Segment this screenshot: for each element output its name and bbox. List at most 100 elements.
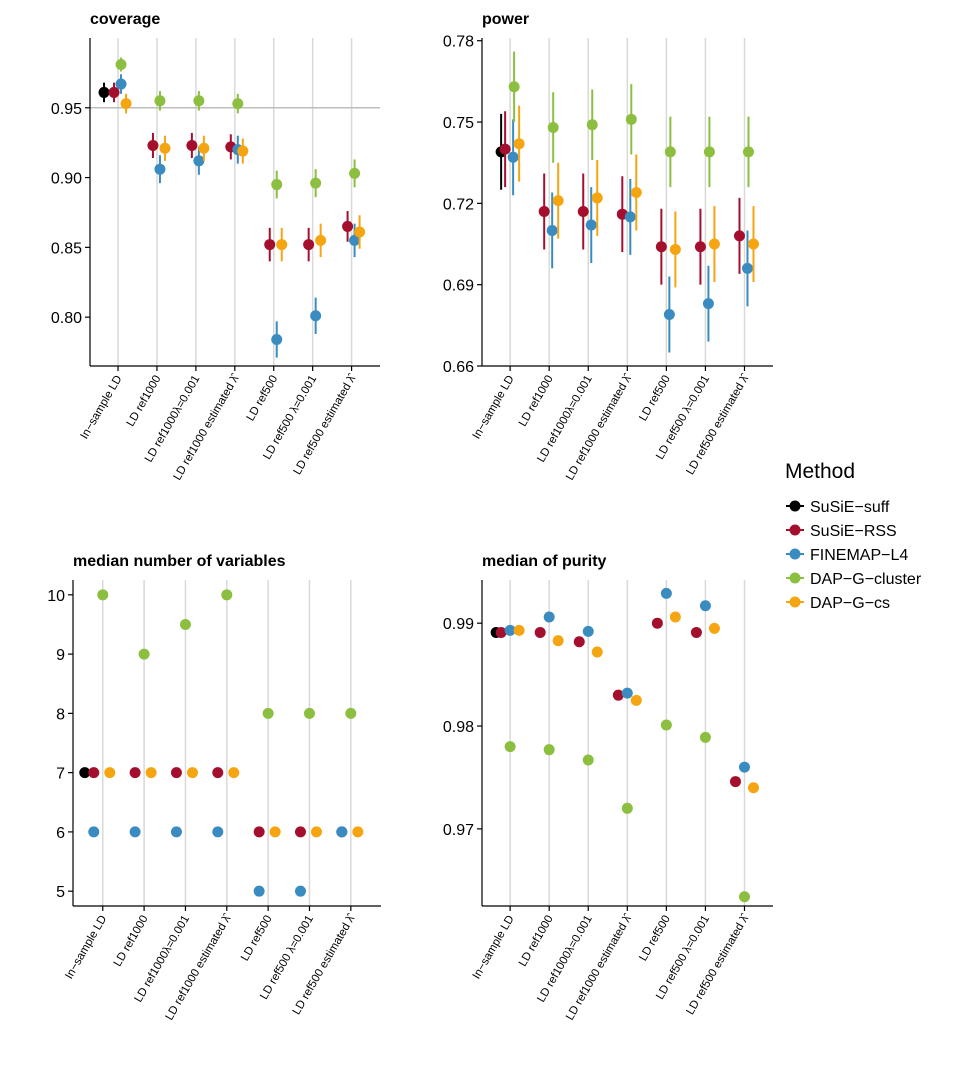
median-purity-x-tick-label: In−sample LD — [471, 914, 517, 982]
legend: Method SuSiE−suff SuSiE−RSS FINEMAP−L4 DAP−… — [785, 460, 922, 612]
median-purity-x-tick-label: LD ref1000 estimated λ̂ — [564, 912, 635, 1023]
coverage-point-dap-g-cluster — [271, 179, 283, 191]
median-purity-point-susie-rss — [690, 626, 702, 638]
median-purity-point-dap-g-cluster — [738, 891, 750, 903]
power-point-dap-g-cluster — [625, 113, 637, 125]
median-variables-x-tick-label: LD ref1000 — [112, 914, 151, 969]
median-purity-y-tick-label: 0.99 — [443, 616, 474, 633]
power-point-finemap-l4 — [702, 298, 714, 310]
median-purity-title: median of purity — [482, 553, 607, 570]
median-variables-point-susie-rss — [88, 767, 100, 779]
median-purity-y-tick-label: 0.98 — [443, 719, 474, 736]
coverage-point-dap-g-cs — [315, 234, 327, 246]
power-point-dap-g-cluster — [508, 81, 520, 93]
coverage-point-finemap-l4 — [310, 310, 322, 322]
median-variables-point-dap-g-cluster — [179, 618, 191, 630]
median-purity-point-dap-g-cs — [513, 624, 525, 636]
coverage-y-tick-label: 0.90 — [51, 171, 82, 188]
power-point-dap-g-cs — [591, 192, 603, 204]
legend-label: SuSiE−RSS — [810, 523, 897, 540]
median-variables-y-tick-label: 9 — [56, 647, 65, 664]
median-purity-point-dap-g-cs — [669, 611, 681, 623]
power-point-susie-rss — [733, 230, 745, 242]
legend-key-point — [789, 524, 801, 536]
coverage-title: coverage — [90, 11, 160, 28]
median-purity-point-susie-rss — [729, 776, 741, 788]
median-purity-point-susie-rss — [534, 626, 546, 638]
median-purity-point-dap-g-cluster — [582, 754, 594, 766]
median-variables-point-dap-g-cs — [104, 767, 116, 779]
median-purity-point-dap-g-cs — [747, 782, 759, 794]
median-variables-point-dap-g-cluster — [345, 707, 357, 719]
power-point-finemap-l4 — [741, 262, 753, 274]
coverage-point-dap-g-cluster — [193, 95, 205, 107]
median-variables-point-susie-rss — [253, 826, 265, 838]
median-purity-point-susie-rss — [495, 626, 507, 638]
median-variables-point-finemap-l4 — [253, 885, 265, 897]
power-x-tick-label: In−sample LD — [471, 374, 517, 442]
power-title: power — [482, 11, 529, 28]
coverage-point-finemap-l4 — [193, 155, 205, 167]
coverage-point-finemap-l4 — [271, 333, 283, 345]
coverage-y-tick-label: 0.85 — [51, 240, 82, 257]
median-purity-point-susie-rss — [612, 689, 624, 701]
median-variables-y-tick-label: 10 — [47, 588, 65, 605]
median-variables-point-susie-rss — [170, 767, 182, 779]
coverage-point-susie-suff — [98, 86, 110, 98]
median-variables-y-tick-label: 6 — [56, 825, 65, 842]
median-variables-y-tick-label: 8 — [56, 706, 65, 723]
coverage-point-dap-g-cluster — [232, 98, 244, 110]
power-point-finemap-l4 — [585, 219, 597, 231]
power-point-dap-g-cs — [630, 187, 642, 199]
legend-key-point — [789, 500, 801, 512]
median-purity-y-tick-label: 0.97 — [443, 822, 474, 839]
median-variables-point-susie-rss — [129, 767, 141, 779]
coverage-point-dap-g-cs — [120, 98, 132, 110]
median-purity-x-tick-label: LD ref500 — [637, 914, 673, 964]
median-variables-point-susie-rss — [294, 826, 306, 838]
coverage-y-tick-label: 0.80 — [51, 310, 82, 327]
power-point-finemap-l4 — [663, 308, 675, 320]
median-variables-y-tick-label: 5 — [56, 884, 65, 901]
power-point-susie-rss — [499, 143, 511, 155]
power-y-tick-label: 0.75 — [443, 115, 474, 132]
median-variables-point-finemap-l4 — [88, 826, 100, 838]
legend-key-point — [789, 596, 801, 608]
coverage-point-susie-rss — [303, 239, 315, 251]
median-variables-point-dap-g-cs — [145, 767, 157, 779]
median-purity-point-finemap-l4 — [699, 600, 711, 612]
legend-key-point — [789, 548, 801, 560]
median-purity-panel: median of purity 0.97 0.98 0.99 In−sample LD… — [443, 553, 773, 1022]
coverage-y-tick-label: 0.95 — [51, 101, 82, 118]
legend-label: DAP−G−cs — [810, 595, 890, 612]
power-y-tick-label: 0.78 — [443, 34, 474, 51]
power-y-tick-label: 0.72 — [443, 196, 474, 213]
power-point-dap-g-cluster — [664, 146, 676, 158]
median-variables-point-dap-g-cs — [269, 826, 281, 838]
median-purity-point-dap-g-cs — [630, 694, 642, 706]
median-purity-point-dap-g-cluster — [504, 741, 516, 753]
median-purity-point-dap-g-cs — [708, 622, 720, 634]
power-x-tick-label: LD ref1000 — [517, 374, 556, 429]
power-point-dap-g-cluster — [742, 146, 754, 158]
coverage-point-susie-rss — [108, 86, 120, 98]
median-purity-point-finemap-l4 — [504, 624, 516, 636]
legend-key-point — [789, 572, 801, 584]
coverage-x-tick-label: LD ref1000 — [125, 374, 164, 429]
legend-label: DAP−G−cluster — [810, 571, 922, 588]
median-variables-point-susie-suff — [79, 767, 91, 779]
coverage-point-finemap-l4 — [349, 234, 361, 246]
coverage-x-tick-label: LD ref1000 estimated λ̂ — [172, 372, 243, 483]
median-variables-point-finemap-l4 — [170, 826, 182, 838]
power-x-tick-label: LD ref1000 estimated λ̂ — [564, 372, 635, 483]
power-x-tick-label: LD ref500 — [637, 374, 673, 424]
legend-label: SuSiE−suff — [810, 499, 890, 516]
power-y-tick-label: 0.69 — [443, 278, 474, 295]
median-purity-point-susie-rss — [573, 636, 585, 648]
median-variables-point-dap-g-cs — [352, 826, 364, 838]
power-point-finemap-l4 — [624, 211, 636, 223]
median-purity-point-finemap-l4 — [543, 611, 555, 623]
coverage-point-susie-rss — [264, 239, 276, 251]
